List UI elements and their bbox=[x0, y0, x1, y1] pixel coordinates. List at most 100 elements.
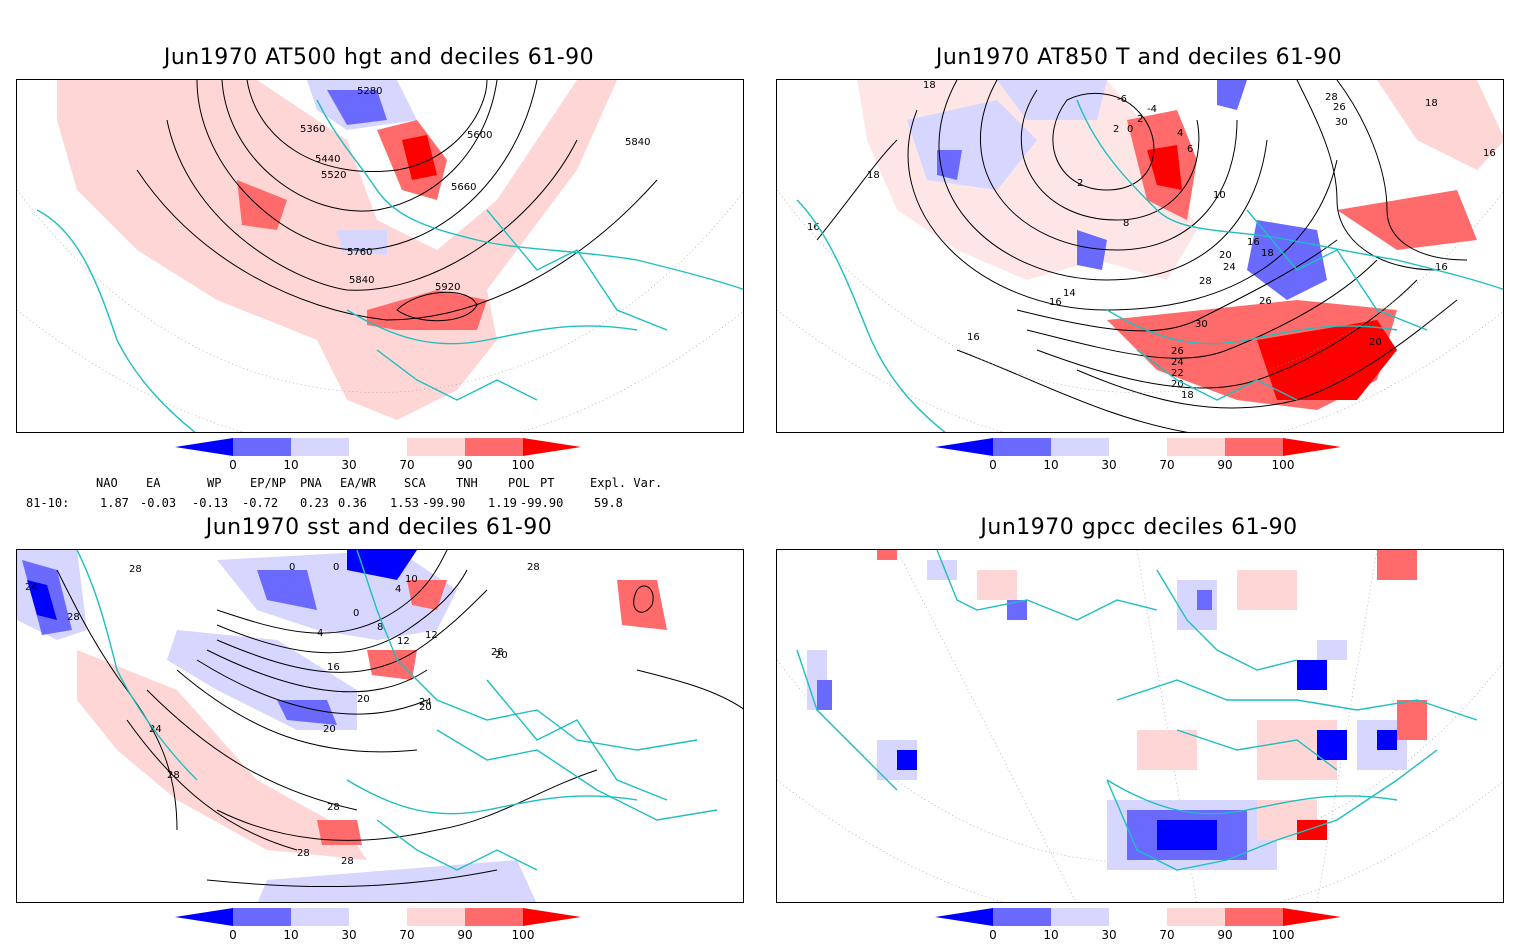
colorbar-swatch bbox=[1225, 438, 1283, 456]
colorbar-tick: 30 bbox=[1101, 928, 1116, 942]
contour-label: 28 bbox=[527, 562, 540, 573]
contour-label: 8 bbox=[1123, 218, 1129, 229]
contour-label: 28 bbox=[491, 647, 504, 658]
colorbar-swatch bbox=[291, 908, 349, 926]
contour-label: 2 bbox=[1113, 124, 1119, 135]
colorbar-tick: 70 bbox=[399, 458, 414, 472]
index-header: SCA bbox=[404, 476, 426, 490]
contour-label: 28 bbox=[1325, 92, 1338, 103]
contour-label: 28 bbox=[129, 564, 142, 575]
contour-label: 24 bbox=[1171, 357, 1184, 368]
index-value: -99.90 bbox=[520, 496, 564, 510]
index-header: TNH bbox=[456, 476, 478, 490]
panel-title-t850: Jun1970 AT850 T and deciles 61-90 bbox=[935, 45, 1343, 70]
colorbar-swatch bbox=[523, 908, 581, 926]
contour-label: 28 bbox=[341, 856, 354, 867]
index-header: POL bbox=[508, 476, 530, 490]
colorbar-tick: 90 bbox=[457, 458, 472, 472]
contour-label: 24 bbox=[149, 724, 162, 735]
contour-label: 5840 bbox=[625, 137, 650, 148]
index-value: 1.19 bbox=[488, 496, 517, 510]
colorbar-swatch bbox=[233, 908, 291, 926]
colorbar-swatch bbox=[349, 908, 407, 926]
colorbar-swatch bbox=[993, 908, 1051, 926]
contour-label: 0 bbox=[289, 562, 295, 573]
contour-label: 16 bbox=[1049, 297, 1062, 308]
contour-label: 28 bbox=[167, 770, 180, 781]
contour-label: 12 bbox=[397, 636, 410, 647]
colorbar-swatch bbox=[1051, 908, 1109, 926]
contour-label: 0 bbox=[353, 608, 359, 619]
colorbar-swatch bbox=[993, 438, 1051, 456]
contour-label: 16 bbox=[1483, 148, 1496, 159]
colorbar-swatch bbox=[1167, 908, 1225, 926]
contour-label: 28 bbox=[67, 612, 80, 623]
index-header: Expl. Var. bbox=[590, 476, 663, 490]
index-value: 1.53 bbox=[390, 496, 419, 510]
index-header: PT bbox=[540, 476, 555, 490]
contour-label: 30 bbox=[1195, 319, 1208, 330]
colorbar-swatch bbox=[935, 438, 993, 456]
contour-label: 20 bbox=[1369, 337, 1382, 348]
contour-label: -6 bbox=[1117, 94, 1127, 105]
colorbar-swatch bbox=[407, 438, 465, 456]
contour-label: 30 bbox=[1335, 117, 1348, 128]
index-value: -0.13 bbox=[192, 496, 229, 510]
colorbar-tick: 90 bbox=[1217, 458, 1232, 472]
contour-label: 14 bbox=[1063, 288, 1076, 299]
colorbar-tick: 0 bbox=[229, 458, 237, 472]
index-header: EA bbox=[146, 476, 161, 490]
contour-label: 5920 bbox=[435, 282, 460, 293]
panel-title-gpcc: Jun1970 gpcc deciles 61-90 bbox=[980, 515, 1298, 540]
colorbar-swatch bbox=[175, 438, 233, 456]
colorbar-tick: 100 bbox=[512, 928, 535, 942]
colorbar-swatches bbox=[175, 438, 581, 456]
contour-label: 16 bbox=[1435, 262, 1448, 273]
colorbar-tick: 70 bbox=[1159, 928, 1174, 942]
colorbar-swatch bbox=[465, 438, 523, 456]
colorbar-right-top: 0 10 30 70 90 100 bbox=[935, 438, 1341, 472]
contour-label: 18 bbox=[1261, 248, 1274, 259]
colorbar-tick: 30 bbox=[1101, 458, 1116, 472]
contour-label: 26 bbox=[1259, 296, 1272, 307]
colorbar-swatch bbox=[1109, 438, 1167, 456]
contour-label: 10 bbox=[1213, 190, 1226, 201]
index-header: EP/NP bbox=[250, 476, 287, 490]
contour-label: 18 bbox=[1425, 98, 1438, 109]
colorbar-swatch bbox=[291, 438, 349, 456]
colorbar-tick: 0 bbox=[229, 928, 237, 942]
map-sst: 24 28 28 0 0 0 4 4 10 8 12 12 16 20 20 2… bbox=[16, 549, 744, 903]
colorbar-right-bottom: 0 10 30 70 90 100 bbox=[935, 908, 1341, 942]
index-value: -0.03 bbox=[140, 496, 177, 510]
colorbar-tick: 30 bbox=[341, 458, 356, 472]
contour-label: 24 bbox=[1223, 262, 1236, 273]
colorbar-tick: 10 bbox=[283, 928, 298, 942]
colorbar-swatch bbox=[1283, 438, 1341, 456]
index-value: 0.36 bbox=[338, 496, 367, 510]
map-hgt500: 5280 5360 5440 5520 5600 5660 5760 5840 … bbox=[16, 79, 744, 433]
index-value: -99.90 bbox=[422, 496, 466, 510]
contour-label: 16 bbox=[1247, 237, 1260, 248]
contour-label: 8 bbox=[377, 622, 383, 633]
colorbar-tick: 100 bbox=[512, 458, 535, 472]
contour-label: 24 bbox=[419, 697, 432, 708]
contour-label: 20 bbox=[1219, 250, 1232, 261]
contour-label: 0 bbox=[333, 562, 339, 573]
map-gpcc bbox=[776, 549, 1504, 903]
contour-label: 16 bbox=[807, 222, 820, 233]
colorbar-tick: 90 bbox=[1217, 928, 1232, 942]
colorbar-tick: 90 bbox=[457, 928, 472, 942]
colorbar-swatch bbox=[935, 908, 993, 926]
contour-label: 5280 bbox=[357, 86, 382, 97]
index-header: PNA bbox=[300, 476, 322, 490]
index-header: NAO bbox=[96, 476, 118, 490]
colorbar-swatch bbox=[175, 908, 233, 926]
colorbar-tick: 10 bbox=[1043, 928, 1058, 942]
map-t850: 18 16 18 8 2 2 0 -6 -4 2 4 6 10 16 18 20… bbox=[776, 79, 1504, 433]
colorbar-tick: 10 bbox=[1043, 458, 1058, 472]
contour-label: 5440 bbox=[315, 154, 340, 165]
contour-label: 20 bbox=[323, 724, 336, 735]
contour-label: 26 bbox=[1333, 102, 1346, 113]
contour-label: 18 bbox=[1181, 390, 1194, 401]
contour-label: 5840 bbox=[349, 275, 374, 286]
